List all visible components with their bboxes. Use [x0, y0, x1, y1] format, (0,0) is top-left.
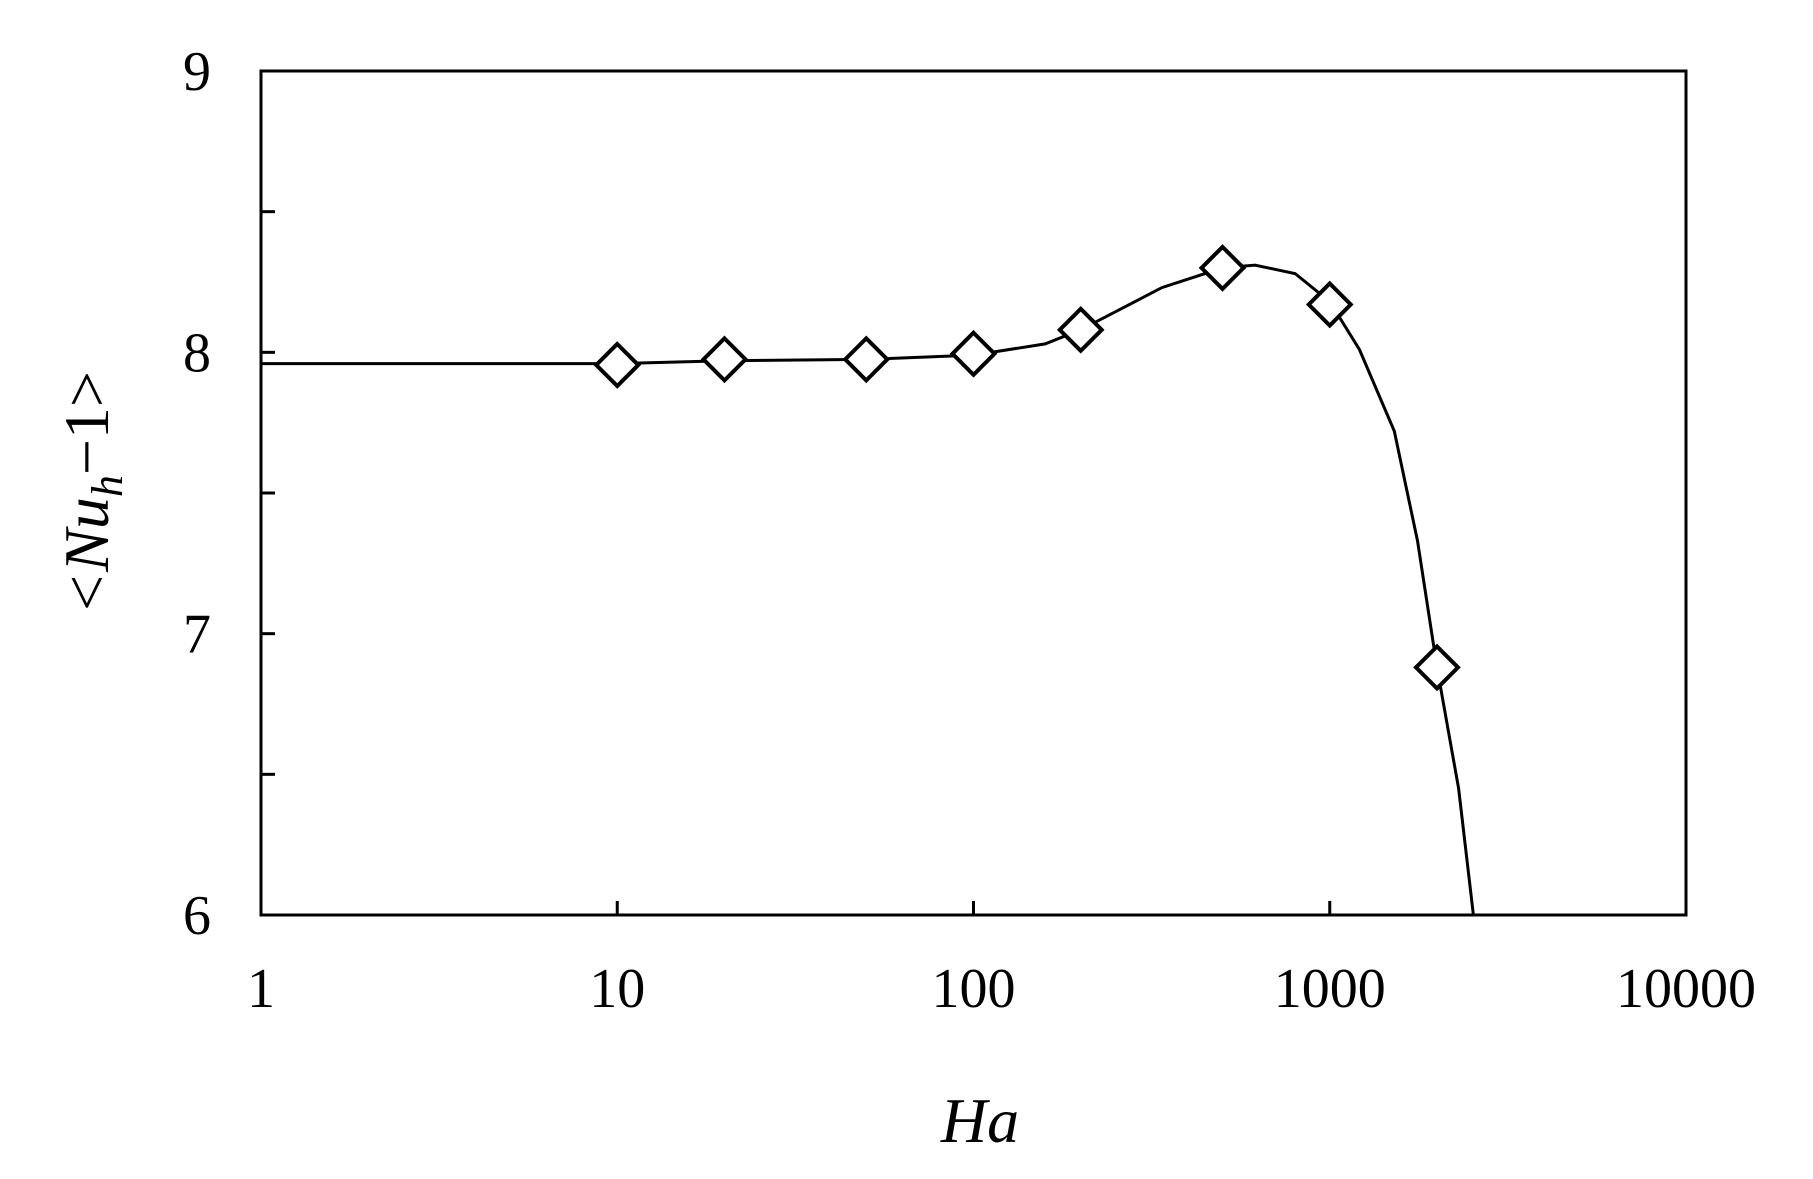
y-label-end: −1> — [51, 371, 122, 475]
y-tick-label: 7 — [183, 604, 211, 666]
y-tick-label: 8 — [183, 322, 211, 384]
x-tick-label: 10 — [589, 958, 645, 1020]
data-point — [593, 341, 642, 389]
data-point — [1305, 280, 1354, 329]
x-tick-label: 1 — [247, 958, 275, 1020]
data-point — [949, 329, 998, 378]
data-point — [1413, 643, 1461, 692]
data-point — [842, 335, 891, 384]
x-tick-label: 10000 — [1616, 958, 1756, 1020]
y-tick-label: 9 — [183, 41, 211, 103]
y-tick-label: 6 — [183, 885, 211, 947]
y-label-main: <Nu — [51, 497, 122, 615]
x-tick-label: 100 — [932, 958, 1016, 1020]
x-tick-label: 1000 — [1274, 958, 1386, 1020]
data-point — [1056, 305, 1105, 354]
plot-frame — [259, 69, 1688, 917]
data-point — [700, 335, 749, 384]
y-axis-label: <Nuh−1> — [51, 371, 132, 615]
x-axis-label: Ha — [940, 1085, 1019, 1156]
y-label-subscript: h — [83, 475, 132, 497]
data-point — [1198, 244, 1247, 292]
